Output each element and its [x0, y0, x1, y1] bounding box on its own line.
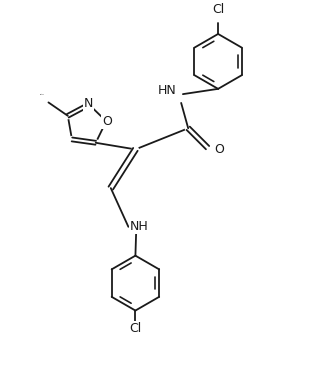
Text: methyl: methyl	[46, 96, 51, 97]
Text: NH: NH	[130, 220, 149, 233]
Text: N: N	[84, 97, 93, 110]
Text: O: O	[102, 115, 112, 128]
Text: methyl_placeholder: methyl_placeholder	[47, 95, 61, 97]
Text: HN: HN	[158, 84, 177, 97]
Text: methyl: methyl	[40, 94, 45, 95]
Text: Cl: Cl	[129, 322, 142, 335]
Text: O: O	[215, 143, 224, 156]
Text: Cl: Cl	[212, 3, 224, 16]
